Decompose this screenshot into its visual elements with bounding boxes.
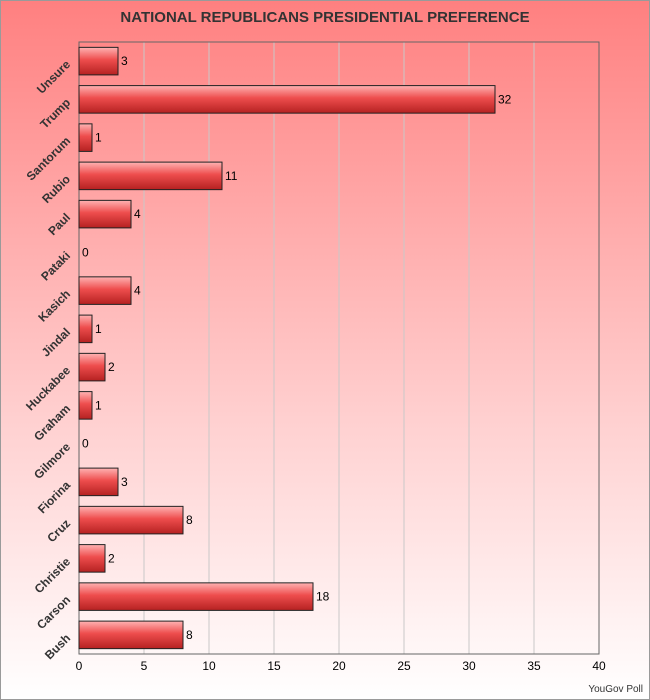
- data-label: 0: [82, 245, 89, 259]
- category-label: Gilmore: [31, 440, 73, 482]
- category-label: Fiorina: [35, 478, 73, 516]
- grid-lines: [143, 42, 535, 654]
- data-label: 8: [186, 628, 193, 642]
- data-label: 4: [134, 284, 141, 298]
- bar-fiorina: [78, 467, 119, 497]
- data-label: 11: [225, 169, 238, 183]
- bar-christie: [78, 544, 106, 573]
- category-label: Unsure: [34, 57, 73, 96]
- data-label: 1: [95, 398, 102, 412]
- bar-rubio: [78, 161, 223, 191]
- bar-bush: [78, 620, 184, 650]
- category-label: Rubio: [39, 172, 73, 206]
- category-label: Carson: [34, 593, 73, 632]
- bar-santorum: [78, 123, 93, 152]
- category-label: Bush: [42, 631, 73, 662]
- data-label: 4: [134, 207, 141, 221]
- category-label: Jindal: [39, 325, 73, 359]
- bar-unsure: [78, 46, 119, 76]
- x-tick-label: 35: [527, 659, 541, 673]
- data-label: 3: [121, 475, 128, 489]
- bar-graham: [78, 391, 93, 420]
- x-tick-label: 30: [462, 659, 476, 673]
- plot-area: [78, 41, 600, 655]
- x-tick-label: 20: [332, 659, 346, 673]
- data-label: 18: [316, 590, 330, 604]
- data-label: 1: [95, 131, 102, 145]
- data-label: 0: [82, 437, 89, 451]
- data-label: 3: [121, 54, 128, 68]
- x-tick-label: 10: [202, 659, 216, 673]
- x-tick-label: 40: [592, 659, 606, 673]
- data-label: 32: [498, 92, 512, 106]
- bar-carson: [78, 582, 314, 611]
- data-label: 2: [108, 551, 115, 565]
- x-tick-label: 5: [141, 659, 148, 673]
- category-labels: UnsureTrumpSantorumRubioPaulPatakiKasich…: [23, 57, 73, 662]
- bar-paul: [78, 199, 132, 229]
- category-label: Pataki: [38, 249, 73, 284]
- chart-title: NATIONAL REPUBLICANS PRESIDENTIAL PREFER…: [120, 9, 530, 26]
- x-tick-label: 15: [267, 659, 281, 673]
- bar-kasich: [78, 276, 132, 305]
- x-axis-ticks: 0 5 10 15 20 25 30 35 40: [76, 659, 606, 673]
- x-tick-label: 25: [397, 659, 411, 673]
- bar-jindal: [78, 314, 93, 344]
- data-label: 1: [95, 322, 102, 336]
- category-label: Trump: [37, 96, 73, 132]
- source-note: YouGov Poll: [588, 684, 643, 695]
- data-label: 8: [186, 513, 193, 527]
- x-tick-label: 0: [76, 659, 83, 673]
- category-label: Kasich: [35, 287, 73, 325]
- bar-huckabee: [78, 352, 106, 382]
- category-label: Christie: [32, 554, 74, 596]
- category-label: Paul: [45, 210, 73, 238]
- bar-trump: [78, 85, 496, 114]
- data-label: 2: [108, 360, 115, 374]
- bar-cruz: [78, 505, 184, 535]
- category-label: Cruz: [44, 516, 73, 545]
